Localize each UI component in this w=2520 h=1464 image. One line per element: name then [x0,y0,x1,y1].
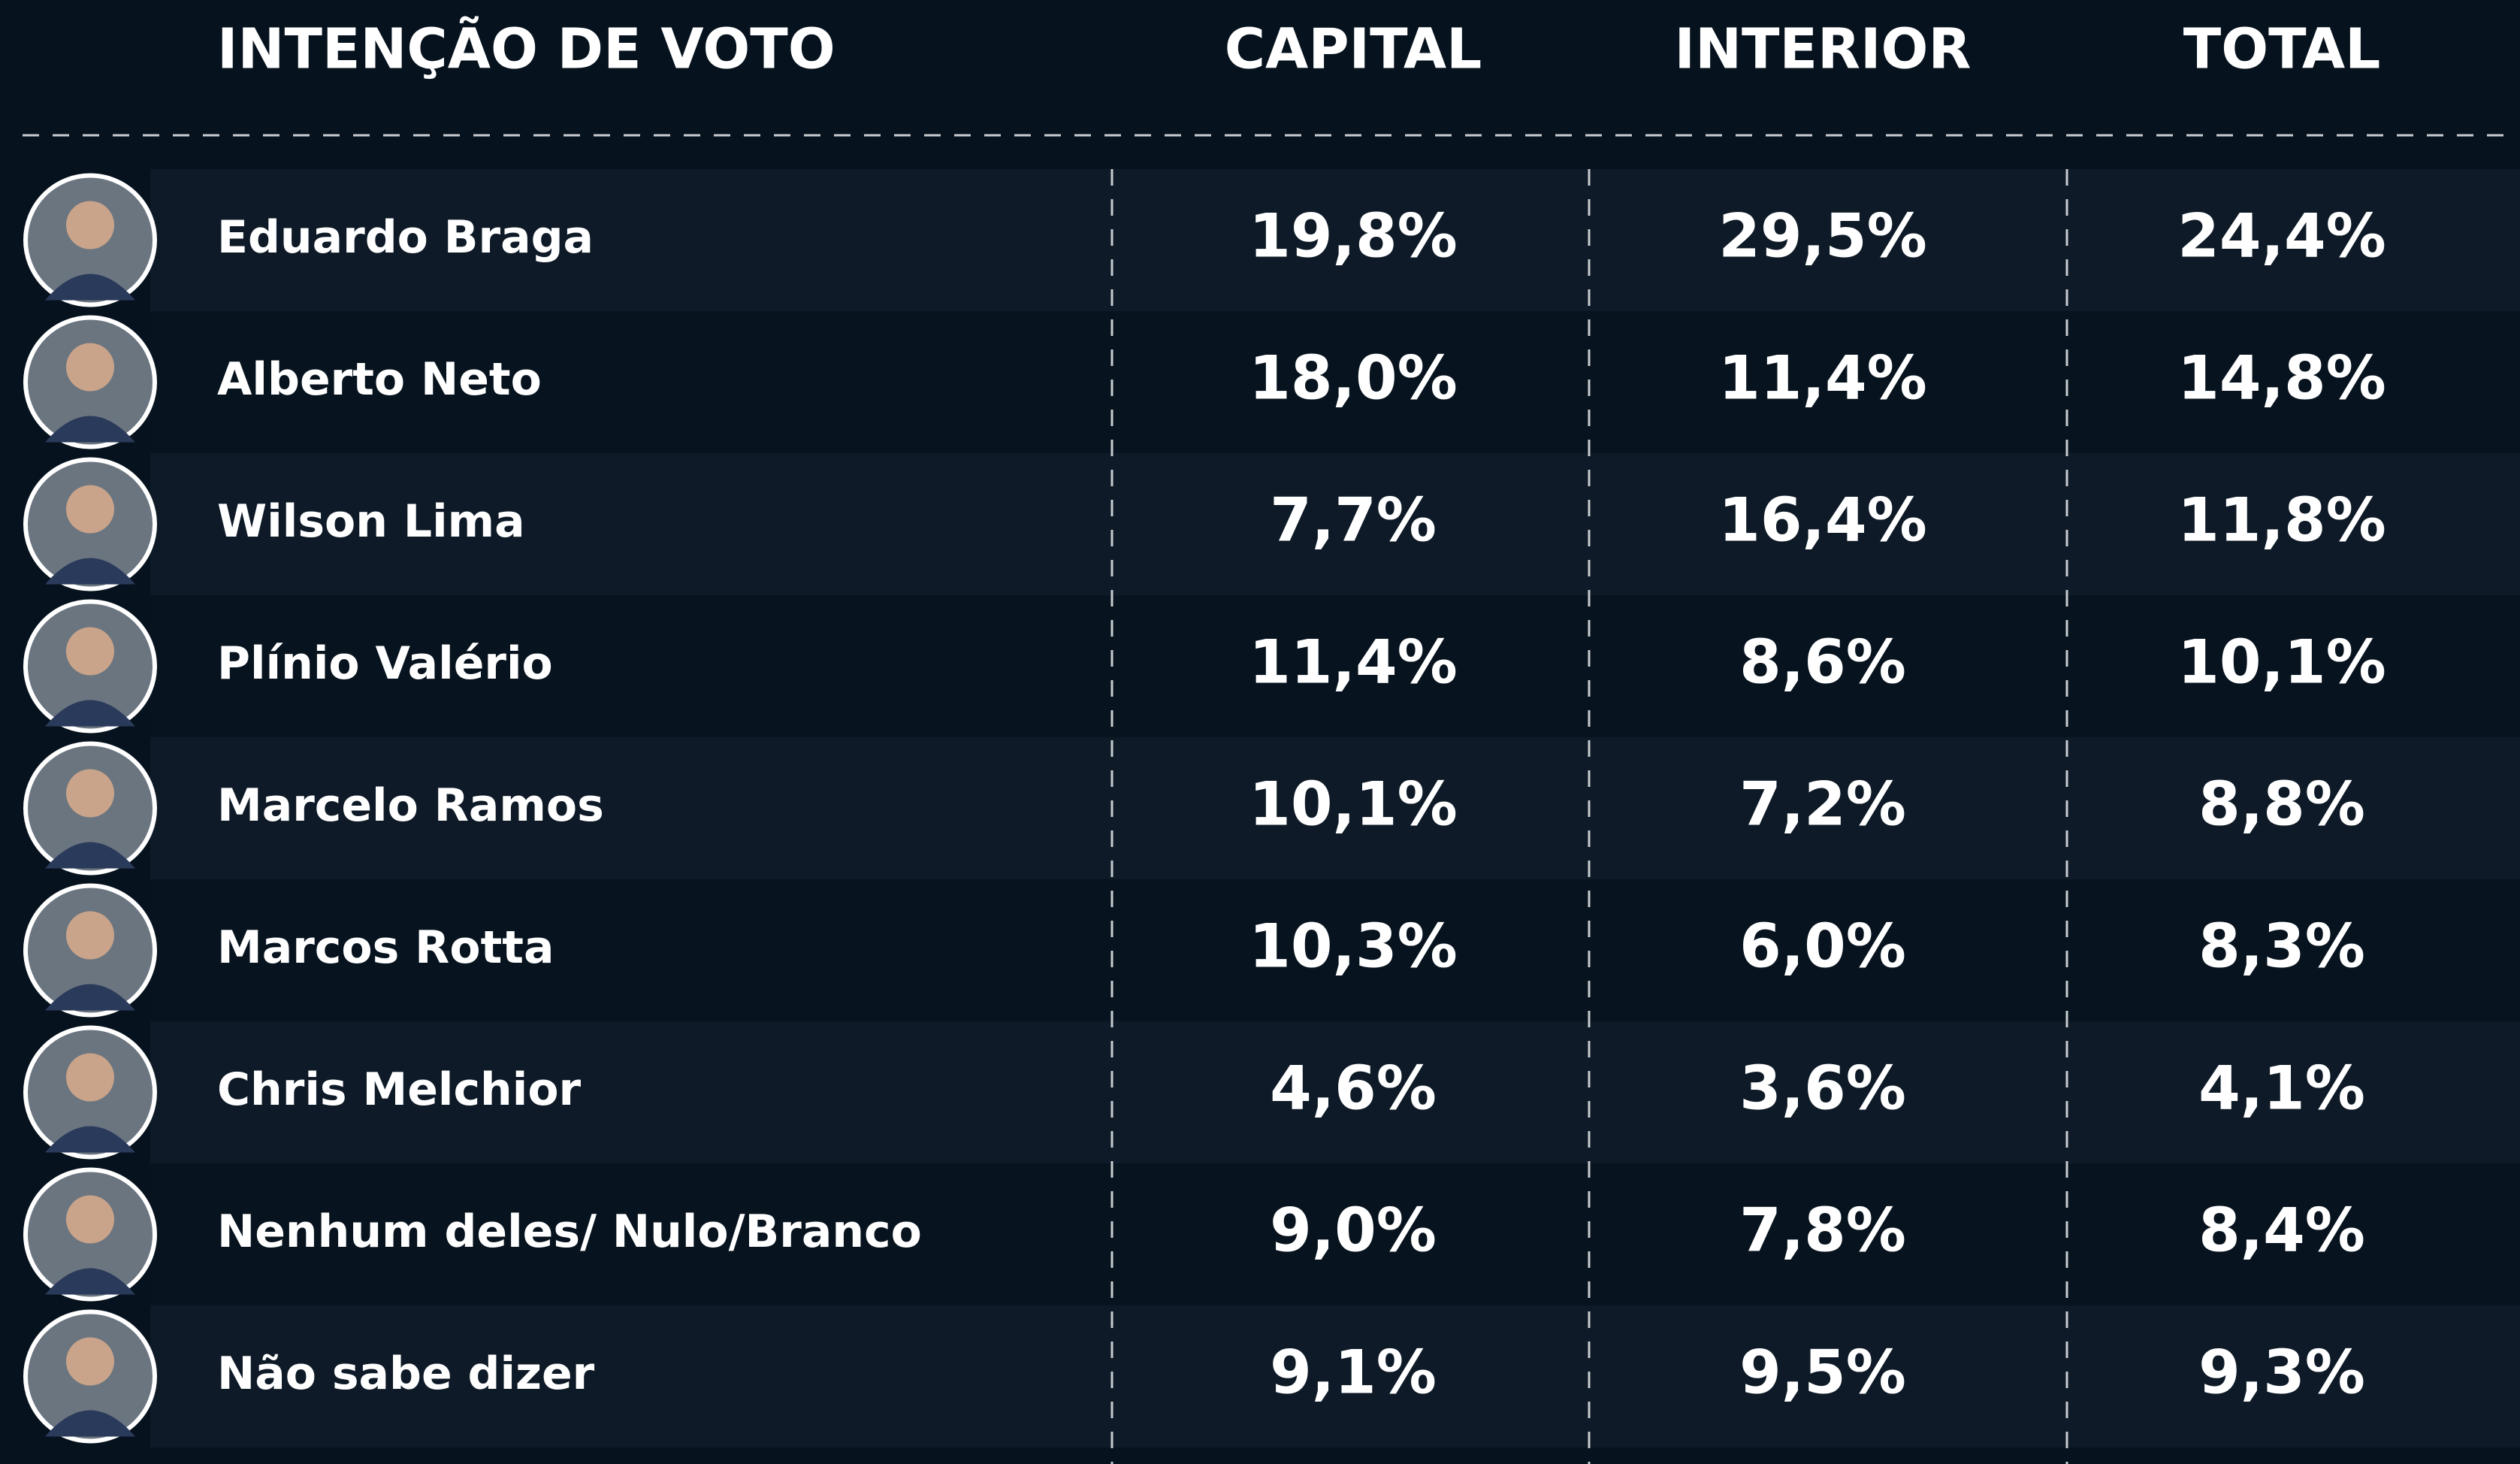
candidate-name: Eduardo Braga [217,211,594,264]
percentage: 4,6% [1270,1053,1437,1123]
candidate-name: Wilson Lima [217,495,525,548]
vote-table: INTENÇÃO DE VOTO Eduardo Braga 19,8% 29,5%… [0,0,2520,1464]
column-header: CAPITAL [1225,17,1482,82]
avatar-head [66,1054,114,1102]
percentage: 6,0% [1739,911,1906,981]
percentage: 19,8% [1249,201,1458,271]
percentage: 10,3% [1249,911,1458,981]
percentage: 8,3% [2198,911,2365,981]
avatar-head [66,485,114,534]
percentage: 16,4% [1718,485,1927,555]
candidate-name: Chris Melchior [217,1063,582,1116]
avatar-head [66,770,114,818]
table-title: INTENÇÃO DE VOTO [217,16,835,82]
percentage: 9,0% [1270,1195,1437,1265]
percentage: 7,2% [1739,769,1906,839]
avatar-head [66,201,114,250]
avatar-head [66,628,114,676]
column-header: INTERIOR [1675,17,1972,82]
percentage: 3,6% [1739,1053,1906,1123]
page: INTENÇÃO DE VOTO Eduardo Braga 19,8% 29,5%… [0,0,2520,1464]
percentage: 8,8% [2198,769,2365,839]
percentage: 11,4% [1718,343,1927,413]
avatar-head [66,1196,114,1244]
candidate-name: Alberto Neto [217,353,542,406]
percentage: 14,8% [2177,343,2386,413]
candidate-name: Marcelo Ramos [217,779,604,832]
candidate-name: Não sabe dizer [217,1348,595,1400]
percentage: 11,8% [2177,485,2386,555]
avatar-head [66,912,114,960]
percentage: 29,5% [1718,201,1927,271]
percentage: 8,6% [1739,627,1906,697]
candidate-name: Marcos Rotta [217,921,554,974]
percentage: 9,1% [1270,1337,1437,1407]
percentage: 11,4% [1249,627,1458,697]
percentage: 10,1% [1249,769,1458,839]
percentage: 7,8% [1739,1195,1906,1265]
percentage: 10,1% [2177,627,2386,697]
percentage: 9,3% [2198,1337,2365,1407]
candidate-name: Plínio Valério [217,637,553,690]
percentage: 7,7% [1270,485,1437,555]
percentage: 8,4% [2198,1195,2365,1265]
avatar-head [66,1338,114,1386]
percentage: 4,1% [2198,1053,2365,1123]
percentage: 24,4% [2177,201,2386,271]
percentage: 9,5% [1739,1337,1906,1407]
column-header: TOTAL [2183,17,2381,82]
avatar-head [66,343,114,392]
percentage: 18,0% [1249,343,1458,413]
candidate-name: Nenhum deles/ Nulo/Branco [217,1205,922,1258]
